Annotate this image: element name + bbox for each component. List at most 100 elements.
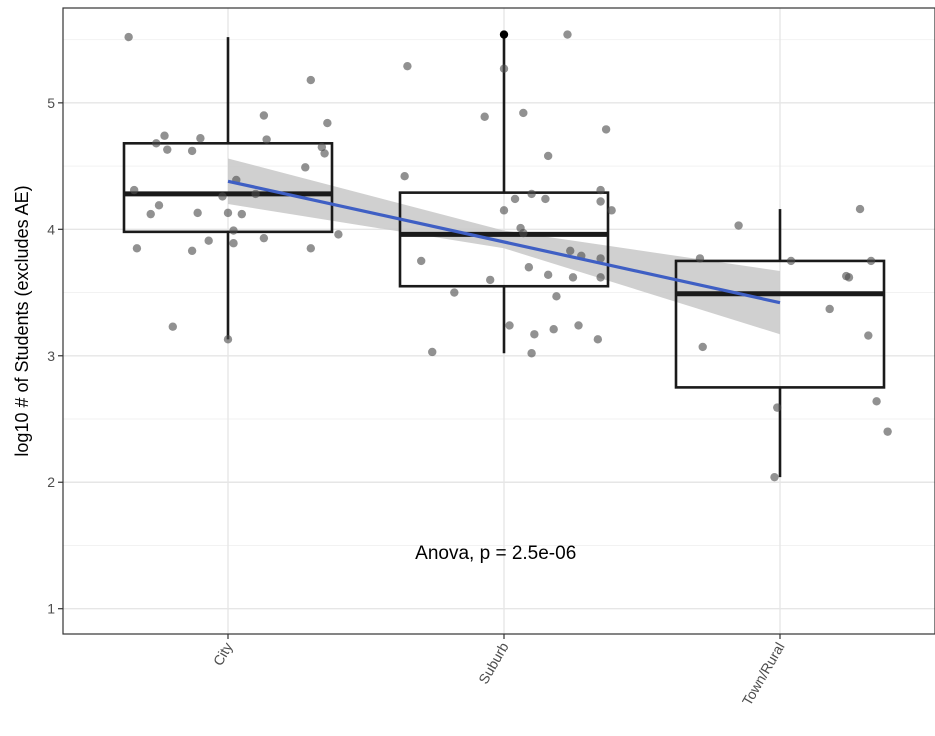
outlier-point bbox=[499, 30, 509, 39]
data-point bbox=[574, 321, 583, 330]
data-point bbox=[334, 230, 343, 239]
data-point bbox=[480, 112, 489, 121]
anova-annotation: Anova, p = 2.5e-06 bbox=[415, 543, 576, 564]
data-point bbox=[320, 149, 329, 158]
y-tick-label: 1 bbox=[47, 601, 55, 617]
data-point bbox=[400, 171, 409, 181]
data-point bbox=[601, 125, 611, 134]
trend-line bbox=[227, 179, 781, 305]
x-tick-label: Town/Rural bbox=[739, 640, 788, 709]
data-point bbox=[317, 142, 327, 152]
grid bbox=[63, 8, 935, 634]
data-point bbox=[499, 206, 509, 215]
x-tick-label: Suburb bbox=[475, 639, 512, 686]
box-city bbox=[122, 142, 334, 234]
data-point bbox=[855, 204, 865, 214]
data-point bbox=[306, 75, 315, 85]
data-point bbox=[596, 185, 605, 195]
data-point bbox=[883, 427, 892, 436]
data-point bbox=[593, 335, 603, 344]
data-point bbox=[866, 256, 876, 266]
data-point bbox=[519, 228, 528, 238]
data-point bbox=[519, 108, 528, 118]
data-point bbox=[262, 135, 271, 144]
data-point bbox=[168, 322, 177, 331]
data-point bbox=[568, 273, 578, 282]
data-point bbox=[132, 244, 142, 253]
data-point bbox=[552, 292, 561, 301]
confidence-band-layer bbox=[228, 158, 780, 335]
data-point bbox=[301, 163, 310, 172]
data-point bbox=[223, 208, 233, 218]
data-point bbox=[607, 206, 616, 215]
data-point bbox=[237, 209, 246, 219]
data-point bbox=[154, 201, 164, 210]
data-point bbox=[323, 118, 332, 128]
data-point bbox=[152, 139, 161, 148]
data-point bbox=[786, 256, 796, 266]
data-point bbox=[196, 134, 205, 143]
trend-layer bbox=[227, 179, 781, 305]
box-layer bbox=[122, 34, 886, 478]
box-town-rural bbox=[674, 259, 886, 389]
confidence-band bbox=[228, 158, 780, 335]
data-point bbox=[251, 189, 260, 199]
data-point bbox=[844, 273, 854, 282]
data-point bbox=[204, 236, 213, 245]
data-point bbox=[543, 151, 553, 161]
data-point bbox=[187, 146, 197, 156]
data-point bbox=[773, 403, 782, 412]
data-point bbox=[486, 275, 495, 285]
data-point bbox=[541, 194, 550, 204]
data-point bbox=[770, 472, 779, 482]
box-suburb bbox=[398, 191, 610, 288]
data-point bbox=[124, 32, 133, 42]
data-point bbox=[160, 131, 169, 140]
y-axis-title: log10 # of Students (excludes AE) bbox=[12, 185, 32, 456]
data-point bbox=[596, 273, 605, 282]
data-point bbox=[218, 192, 227, 201]
data-point bbox=[530, 330, 539, 339]
data-point bbox=[864, 331, 873, 340]
data-point bbox=[543, 270, 553, 280]
data-point bbox=[566, 246, 575, 256]
panel-border bbox=[62, 7, 935, 635]
data-point bbox=[505, 321, 514, 330]
data-point bbox=[527, 349, 536, 358]
y-tick-label: 5 bbox=[47, 95, 55, 111]
data-point bbox=[223, 335, 233, 344]
panel-background bbox=[63, 8, 935, 634]
y-tick-label: 2 bbox=[47, 474, 55, 490]
x-tick-label: City bbox=[210, 640, 236, 669]
data-point bbox=[549, 325, 558, 334]
data-point bbox=[193, 208, 202, 218]
labels: log10 # of Students (excludes AE) Anova, … bbox=[12, 185, 576, 563]
data-point bbox=[499, 64, 509, 73]
data-point bbox=[450, 288, 459, 297]
data-point bbox=[259, 233, 269, 243]
data-point bbox=[698, 342, 707, 352]
data-point bbox=[695, 254, 705, 263]
data-point bbox=[146, 209, 155, 219]
data-point bbox=[229, 239, 238, 248]
data-point bbox=[259, 111, 269, 120]
data-point bbox=[510, 194, 520, 204]
data-point bbox=[734, 221, 743, 230]
data-point bbox=[187, 246, 197, 256]
data-point bbox=[306, 244, 315, 253]
data-point bbox=[229, 226, 238, 235]
data-point bbox=[403, 61, 412, 71]
data-point bbox=[417, 256, 426, 266]
data-point bbox=[563, 30, 572, 39]
data-point bbox=[163, 145, 172, 154]
data-point bbox=[129, 185, 139, 195]
y-tick-label: 3 bbox=[47, 348, 55, 364]
data-point bbox=[825, 304, 834, 314]
point-layer bbox=[124, 30, 892, 482]
data-point bbox=[428, 347, 437, 357]
data-point bbox=[527, 189, 536, 199]
data-point bbox=[524, 263, 534, 272]
y-tick-label: 4 bbox=[47, 221, 55, 237]
data-point bbox=[596, 254, 605, 263]
